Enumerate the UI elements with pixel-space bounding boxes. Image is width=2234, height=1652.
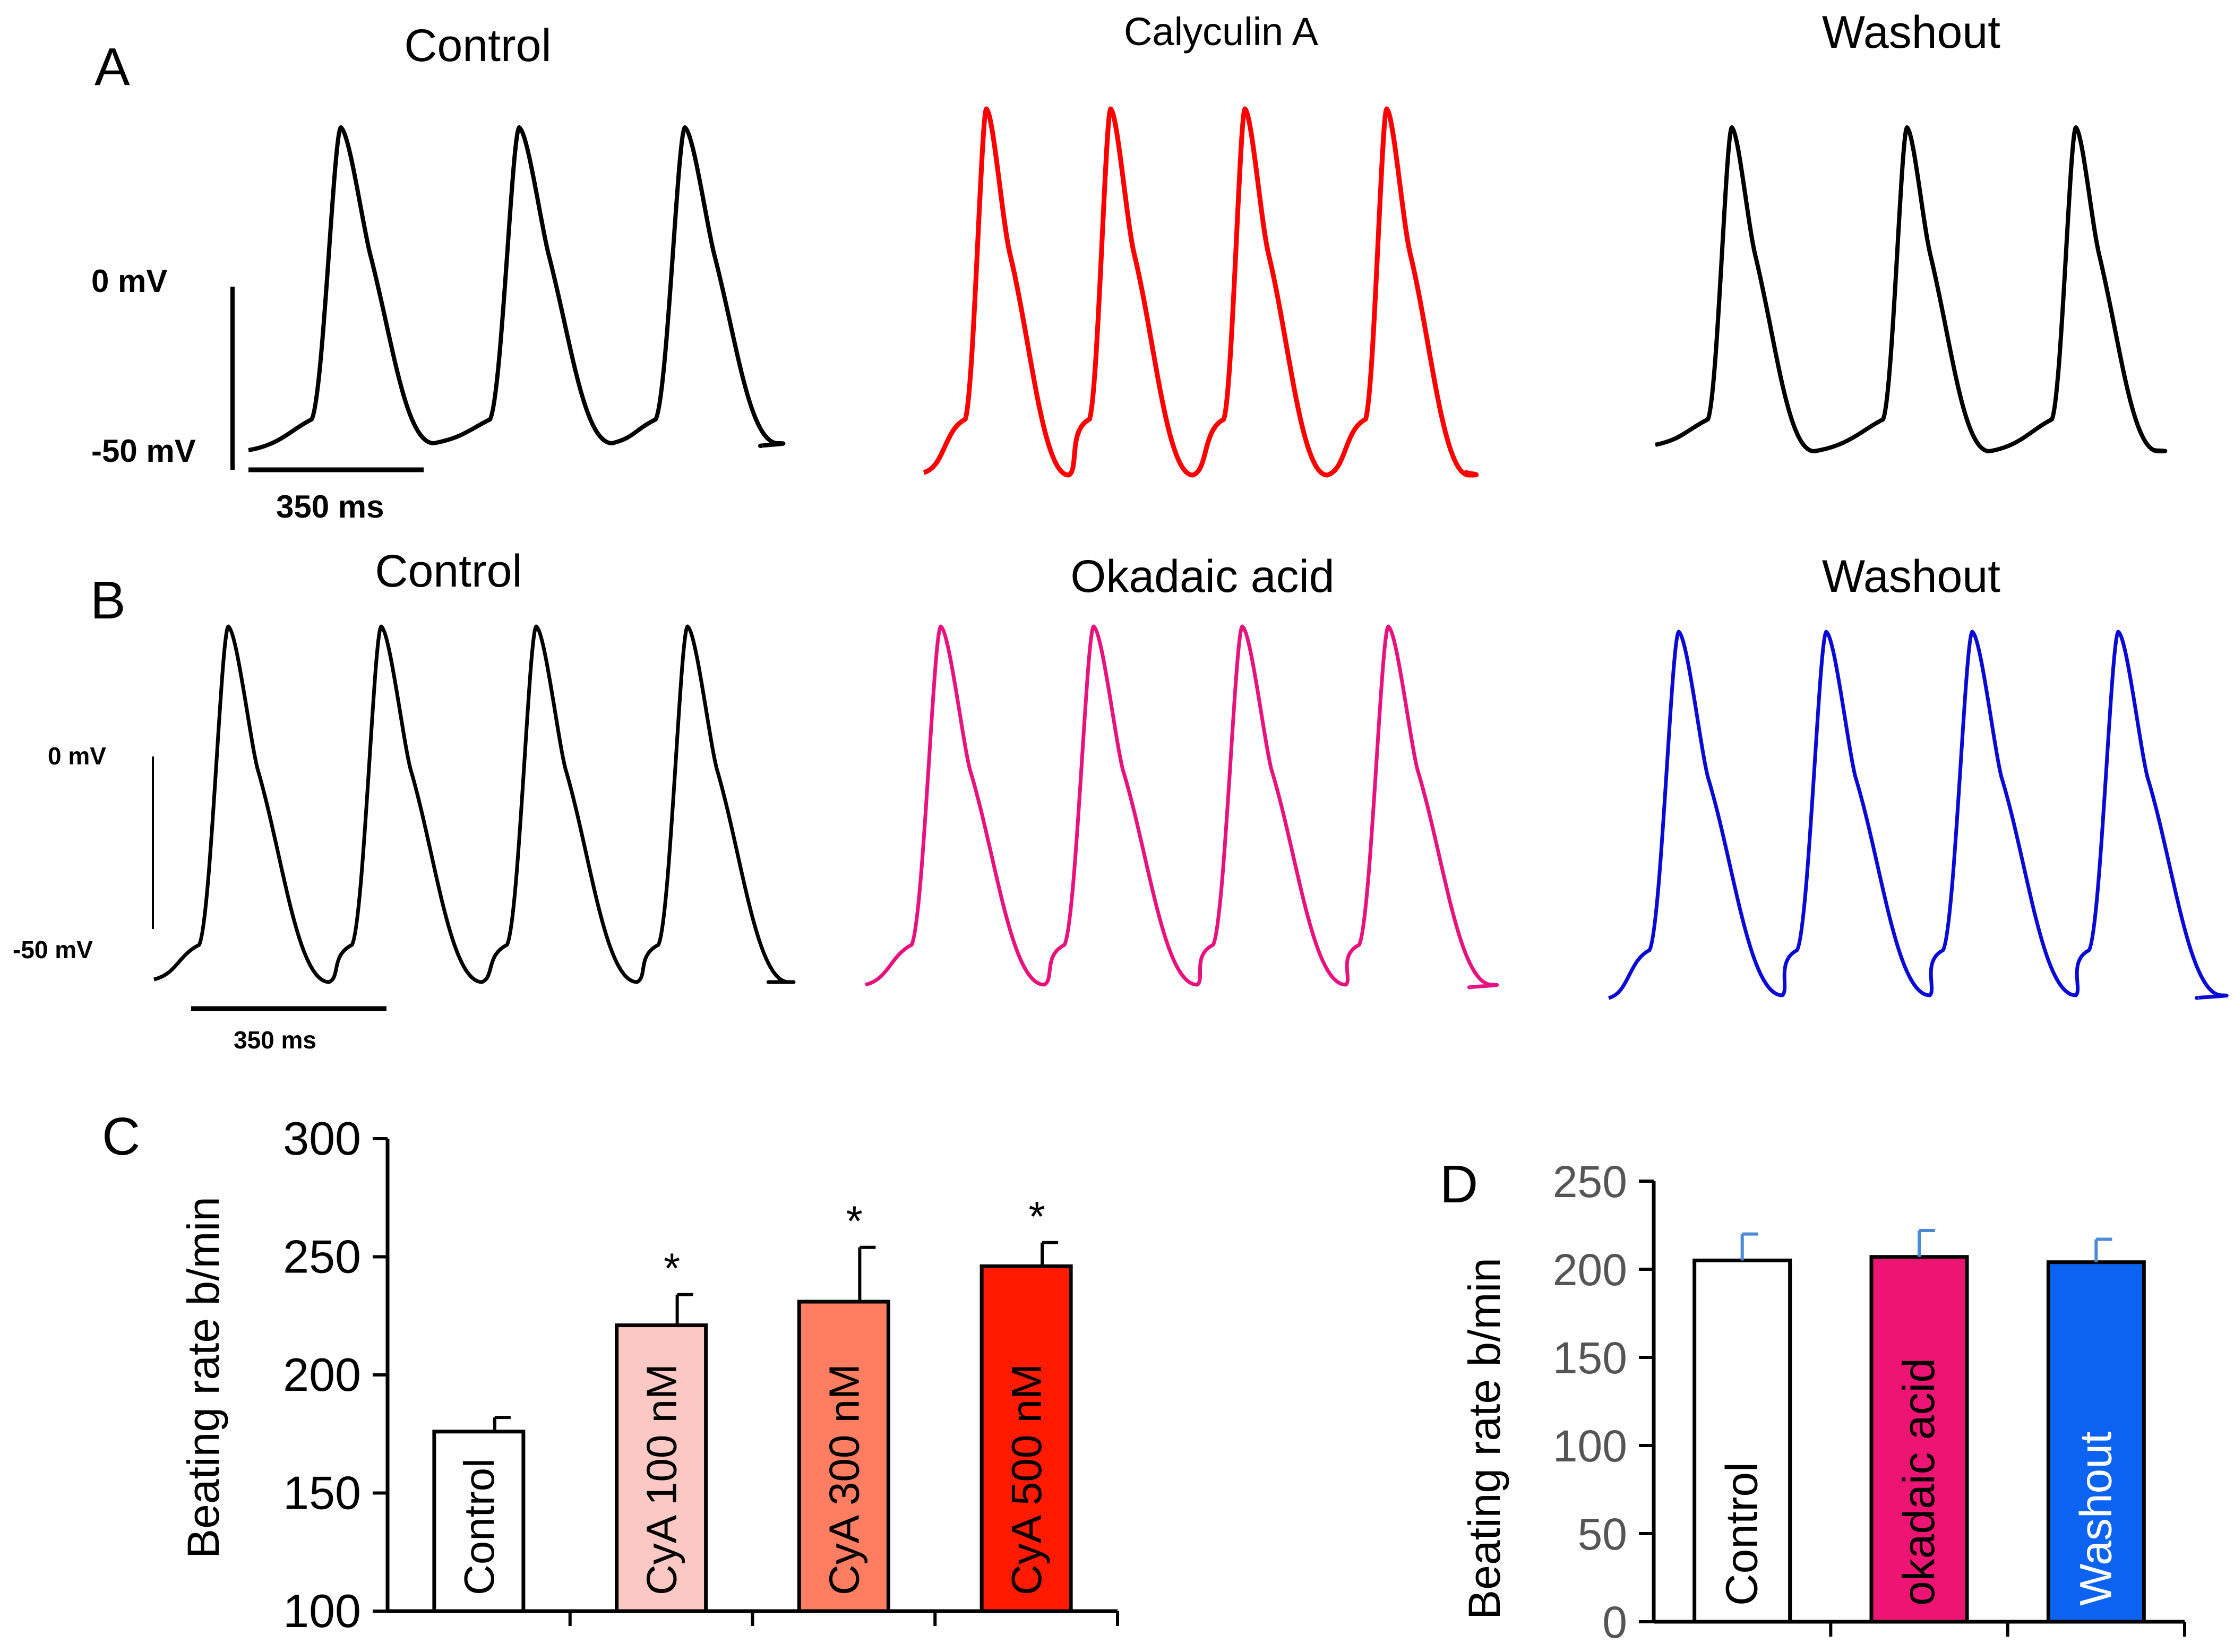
panel-b-letter: B <box>90 571 126 630</box>
panel-a-trace-control <box>248 125 786 452</box>
panel-d-ylabel: Beating rate b/min <box>1459 1258 1509 1620</box>
panel-b-title-control: Control <box>375 546 522 597</box>
panel-d-bar-3 <box>2046 1260 2146 1624</box>
panel-c-bar-3 <box>797 1300 890 1613</box>
panel-a-trace-washout <box>1655 125 2168 453</box>
panel-a: A Control Calyculin A Washout 0 mV -50 m… <box>91 7 2168 524</box>
panel-c-significance-2: * <box>664 1245 680 1292</box>
panel-b-trace-control <box>153 624 796 984</box>
panel-a-top-voltage-label: 0 mV <box>91 263 167 299</box>
panel-d-bar-1 <box>1692 1258 1792 1624</box>
panel-a-trace-calyculin <box>923 106 1479 478</box>
panel-d-category-label-2: okadaic acid <box>1894 1358 1944 1606</box>
panel-c-letter: C <box>102 1107 140 1166</box>
panel-c-bar-1 <box>432 1430 526 1613</box>
panel-c-ylabel: Beating rate b/min <box>178 1197 228 1559</box>
panel-d-letter: D <box>1440 1155 1478 1214</box>
panel-c-bar-2 <box>615 1323 708 1613</box>
panel-c-y-tick-label: 200 <box>283 1348 361 1401</box>
panel-c-category-label-2: CyA 100 nM <box>638 1364 685 1595</box>
panel-c-category-label-4: CyA 500 nM <box>1003 1364 1050 1595</box>
panel-a-title-control: Control <box>404 20 551 71</box>
panel-d-axes: 0 50 100 150 200 250 Control okadaic acid Washou… <box>1553 1157 2186 1647</box>
panel-c-category-label-1: Control <box>456 1458 503 1595</box>
panel-c-y-tick-label: 100 <box>283 1585 361 1637</box>
panel-c-significance-3: * <box>846 1198 863 1245</box>
panel-d-y-tick-label: 200 <box>1553 1245 1627 1295</box>
panel-a-title-calyculin: Calyculin A <box>1124 10 1319 54</box>
panel-c-category-label-3: CyA 300 nM <box>820 1364 867 1595</box>
panel-c-axes: 100 150 200 250 300 Control * CyA 100 nM * CyA 30… <box>283 1112 1119 1637</box>
panel-a-bottom-voltage-label: -50 mV <box>91 433 196 469</box>
panel-b-top-voltage-label: 0 mV <box>48 742 106 770</box>
panel-a-letter: A <box>94 37 130 97</box>
panel-d-category-label-3: Washout <box>2070 1432 2120 1606</box>
panel-b-trace-okadaic <box>865 624 1499 990</box>
panel-c-bar-4 <box>979 1264 1073 1613</box>
panel-c-y-tick-label: 300 <box>283 1112 361 1165</box>
panel-d-category-label-1: Control <box>1717 1462 1767 1606</box>
panel-b-bottom-voltage-label: -50 mV <box>13 936 93 963</box>
panel-d: D Beating rate b/min 0 50 100 150 200 250 Cont… <box>1440 1155 2186 1647</box>
panel-c: C Beating rate b/min 100 150 200 250 300 Cont… <box>102 1107 1119 1637</box>
panel-b: B Control Okadaic acid Washout 0 mV -50 … <box>13 546 2229 1054</box>
panel-b-title-washout: Washout <box>1822 551 2000 602</box>
panel-d-y-tick-label: 150 <box>1553 1333 1627 1383</box>
panel-d-y-tick-label: 50 <box>1578 1509 1627 1559</box>
panel-b-trace-washout <box>1608 630 2229 1000</box>
panel-a-title-washout: Washout <box>1822 7 2000 58</box>
panel-d-y-tick-label: 250 <box>1553 1157 1627 1207</box>
panel-d-bar-2 <box>1869 1255 1969 1624</box>
panel-a-time-label: 350 ms <box>276 489 384 524</box>
panel-c-y-tick-label: 250 <box>283 1231 361 1283</box>
panel-b-time-label: 350 ms <box>234 1026 316 1054</box>
panel-c-y-tick-label: 150 <box>283 1467 361 1519</box>
panel-d-y-tick-label: 0 <box>1602 1597 1627 1647</box>
panel-d-y-tick-label: 100 <box>1553 1421 1627 1471</box>
panel-b-title-okadaic: Okadaic acid <box>1070 551 1334 602</box>
panel-c-significance-4: * <box>1029 1193 1045 1240</box>
